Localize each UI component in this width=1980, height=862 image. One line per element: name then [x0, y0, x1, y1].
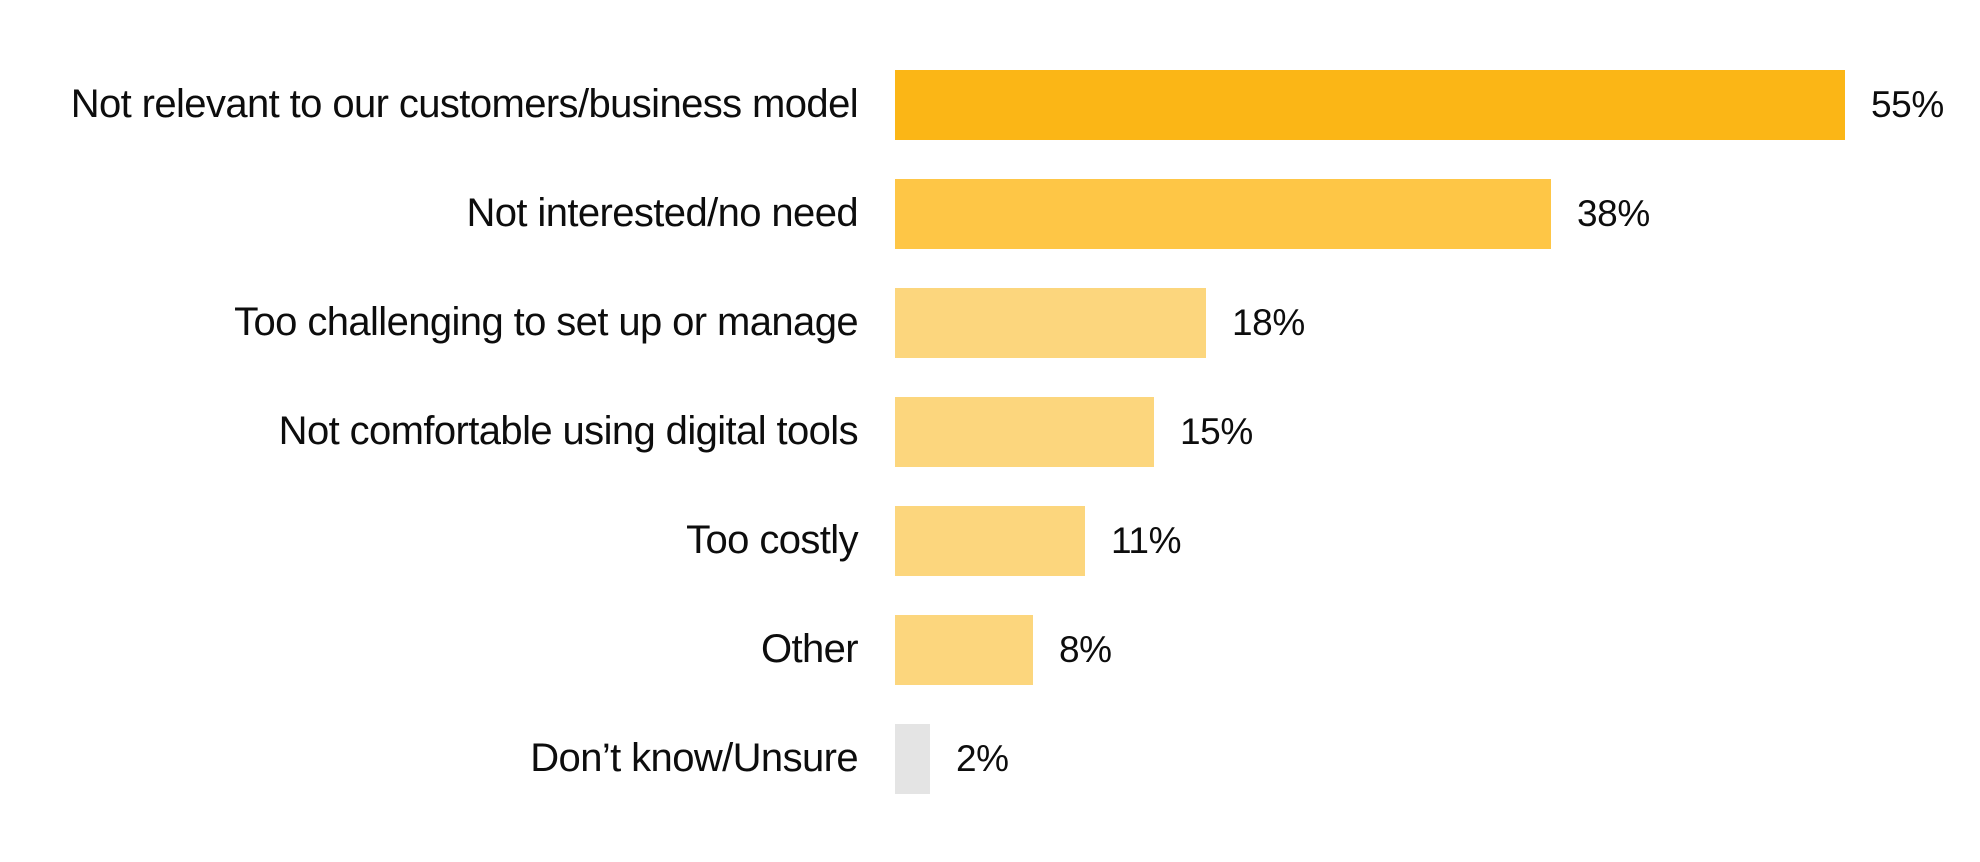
category-label: Not relevant to our customers/business m… — [70, 82, 859, 126]
bar — [895, 723, 930, 794]
bar-track — [895, 396, 1154, 467]
bar-row: Other 8% — [0, 595, 1980, 704]
bar-track — [895, 614, 1033, 685]
value-label: 38% — [1577, 192, 1650, 234]
category-label: Not comfortable using digital tools — [278, 409, 859, 453]
bar-track — [895, 287, 1206, 358]
value-label: 2% — [956, 737, 1009, 779]
value-label: 15% — [1180, 410, 1253, 452]
bar — [895, 287, 1206, 358]
category-label: Too challenging to set up or manage — [234, 300, 858, 344]
bar-track — [895, 723, 930, 794]
value-label: 11% — [1111, 519, 1182, 561]
value-label: 18% — [1232, 301, 1305, 343]
bar — [895, 69, 1845, 140]
bar-track — [895, 69, 1845, 140]
bar-track — [895, 505, 1085, 576]
bar — [895, 178, 1551, 249]
category-label: Don’t know/Unsure — [530, 736, 858, 780]
bar-row: Don’t know/Unsure 2% — [0, 704, 1980, 813]
value-label: 8% — [1059, 628, 1112, 670]
bar-row: Not relevant to our customers/business m… — [0, 50, 1980, 159]
bar — [895, 505, 1085, 576]
bar-row: Too challenging to set up or manage 18% — [0, 268, 1980, 377]
bar-row: Too costly 11% — [0, 486, 1980, 595]
bar-row: Not interested/no need 38% — [0, 159, 1980, 268]
value-label: 55% — [1871, 83, 1944, 125]
bar-row: Not comfortable using digital tools 15% — [0, 377, 1980, 486]
category-label: Too costly — [686, 518, 858, 562]
bar-track — [895, 178, 1551, 249]
bar — [895, 396, 1154, 467]
category-label: Not interested/no need — [466, 191, 858, 235]
bar — [895, 614, 1033, 685]
bar-chart: Not relevant to our customers/business m… — [0, 50, 1980, 813]
category-label: Other — [760, 627, 859, 671]
